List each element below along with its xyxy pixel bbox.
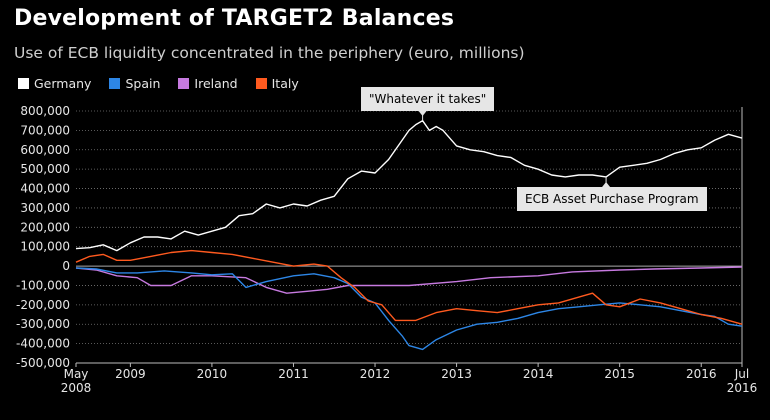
legend-label-spain: Spain (125, 76, 161, 91)
legend-item-spain: Spain (109, 76, 160, 91)
legend-swatch-ireland (178, 78, 190, 89)
y-tick-label: -200,000 (16, 298, 70, 312)
y-tick-label: -100,000 (16, 278, 70, 292)
y-tick-label: 800,000 (20, 104, 70, 118)
legend-swatch-spain (109, 78, 121, 89)
legend-label-germany: Germany (34, 76, 92, 91)
annotation-arrow (418, 111, 427, 116)
series-line-ireland (75, 266, 743, 294)
series-line-italy (75, 249, 743, 325)
y-tick-label: 600,000 (20, 143, 70, 157)
y-tick-label: 0 (62, 259, 70, 273)
x-tick-label: 2008 (61, 381, 92, 395)
x-tick-label: 2015 (604, 367, 635, 381)
legend-label-ireland: Ireland (194, 76, 238, 91)
y-tick-label: -300,000 (16, 317, 70, 331)
y-tick-label: -500,000 (16, 356, 70, 370)
x-tick-label: 2011 (278, 367, 309, 381)
x-tick-label: 2016 (727, 381, 758, 395)
x-tick-label: 2016 (686, 367, 717, 381)
x-tick-label: May (64, 367, 89, 381)
annotation-arrow (602, 182, 611, 187)
y-tick-label: 700,000 (20, 123, 70, 137)
legend-item-italy: Italy (255, 76, 299, 91)
x-tick-label: 2012 (360, 367, 391, 381)
y-tick-label: -400,000 (16, 337, 70, 351)
chart-subtitle: Use of ECB liquidity concentrated in the… (14, 44, 525, 62)
annotation-asset-purchase-program: ECB Asset Purchase Program (517, 187, 707, 211)
series-line-spain (75, 267, 743, 351)
legend-label-italy: Italy (271, 76, 299, 91)
chart-title: Development of TARGET2 Balances (14, 6, 455, 31)
x-tick-label: 2014 (523, 367, 554, 381)
x-tick-label: 2013 (441, 367, 472, 381)
x-tick-label: 2009 (115, 367, 146, 381)
y-tick-label: 500,000 (20, 162, 70, 176)
y-tick-label: 200,000 (20, 220, 70, 234)
y-tick-label: 400,000 (20, 182, 70, 196)
legend-swatch-germany (18, 78, 29, 89)
legend-item-germany: Germany (18, 76, 91, 91)
legend: Germany Spain Ireland Italy (18, 76, 299, 91)
series-line-germany (75, 120, 743, 252)
x-tick-label: Jul (734, 367, 749, 381)
legend-item-ireland: Ireland (178, 76, 238, 91)
annotation-whatever-it-takes: "Whatever it takes" (361, 87, 495, 111)
y-tick-label: 300,000 (20, 201, 70, 215)
y-tick-label: 100,000 (20, 240, 70, 254)
x-tick-label: 2010 (197, 367, 228, 381)
legend-swatch-italy (255, 78, 267, 89)
